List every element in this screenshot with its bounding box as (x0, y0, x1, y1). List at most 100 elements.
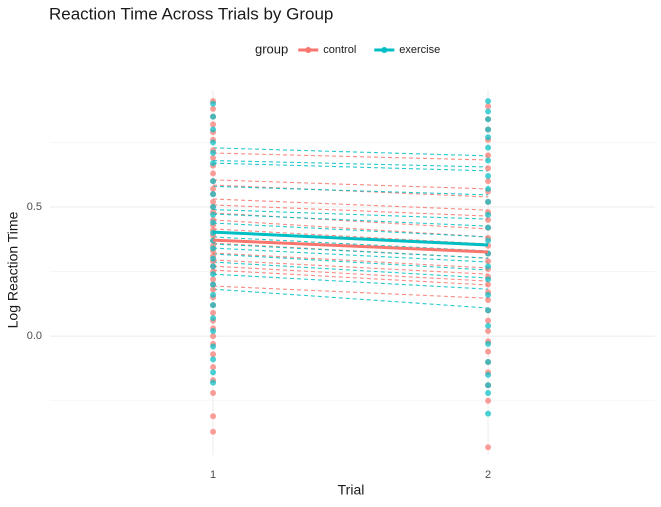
subject-line (213, 247, 489, 263)
data-point (210, 351, 217, 358)
subject-line (213, 212, 489, 230)
data-point (210, 255, 217, 262)
subject-line (213, 204, 489, 217)
data-point (210, 191, 217, 198)
data-point (210, 356, 217, 363)
data-point (485, 198, 492, 205)
data-point (210, 113, 217, 120)
chart-title: Reaction Time Across Trials by Group (49, 4, 333, 23)
subject-line (213, 261, 489, 279)
legend: group control exercise (255, 41, 440, 56)
subject-line (213, 213, 489, 227)
y-axis-label: Log Reaction Time (5, 211, 21, 328)
data-point (485, 134, 492, 141)
data-point (485, 258, 492, 265)
data-point (485, 276, 492, 283)
data-point (485, 297, 492, 304)
subject-line (213, 259, 489, 275)
data-point (210, 286, 217, 293)
data-point (485, 224, 492, 231)
data-point (485, 157, 492, 164)
data-point (485, 108, 492, 115)
data-point (210, 204, 217, 211)
data-point (210, 211, 217, 218)
data-point (485, 322, 492, 329)
subject-line (213, 269, 489, 286)
subject-line (213, 184, 489, 198)
subject-line (213, 179, 489, 190)
data-point (210, 281, 217, 288)
mean-line (213, 238, 489, 254)
data-point (485, 237, 492, 244)
data-point (485, 390, 492, 397)
data-point (485, 348, 492, 355)
data-point (485, 144, 492, 151)
data-point (485, 185, 492, 192)
subject-line (213, 219, 489, 238)
subject-line (213, 243, 489, 259)
data-point (485, 317, 492, 324)
data-point (485, 216, 492, 223)
subject-line (213, 253, 489, 271)
data-point (485, 263, 492, 270)
data-point (485, 126, 492, 133)
data-point (210, 291, 217, 298)
legend-key-point (305, 47, 312, 53)
subject-line (213, 152, 489, 161)
data-point (485, 444, 492, 451)
y-tick-label: 0.0 (27, 330, 42, 342)
data-point (210, 178, 217, 185)
data-point (485, 382, 492, 389)
data-point (210, 364, 217, 371)
data-point (485, 116, 492, 123)
subject-line (213, 209, 489, 220)
data-point (210, 390, 217, 397)
data-point (210, 185, 217, 192)
data-point (210, 428, 217, 435)
data-point (485, 98, 492, 105)
data-point (485, 178, 492, 185)
data-point (485, 328, 492, 335)
data-point (210, 100, 217, 107)
data-point (485, 291, 492, 298)
data-point (210, 263, 217, 270)
subject-line (213, 285, 489, 299)
data-point (485, 359, 492, 366)
data-point (210, 121, 217, 128)
data-point (210, 302, 217, 309)
data-point (485, 281, 492, 288)
y-tick-label: 0.5 (27, 201, 42, 213)
data-point (485, 371, 492, 378)
data-point (210, 276, 217, 283)
legend-label: control (323, 44, 356, 56)
x-axis-label: Trial (338, 482, 365, 498)
x-tick-label: 2 (485, 469, 491, 481)
data-point (210, 271, 217, 278)
data-point (210, 105, 217, 112)
subject-line (213, 265, 489, 282)
subject-line (213, 288, 489, 309)
data-point (210, 126, 217, 133)
subject-line (213, 185, 489, 196)
data-point (210, 328, 217, 335)
data-point (210, 160, 217, 167)
data-point (485, 410, 492, 417)
subject-line (213, 198, 489, 211)
data-point (485, 397, 492, 404)
subject-line (213, 222, 489, 238)
data-point (210, 413, 217, 420)
data-point (485, 307, 492, 314)
legend-key-point (381, 47, 388, 53)
data-point (210, 198, 217, 205)
data-point (485, 173, 492, 180)
data-point (210, 139, 217, 146)
data-point (210, 309, 217, 316)
subject-line (213, 242, 489, 259)
data-point (485, 211, 492, 218)
data-point (210, 379, 217, 386)
data-point (485, 103, 492, 110)
subject-line (213, 228, 489, 245)
subject-line (213, 236, 489, 252)
data-point (210, 154, 217, 161)
